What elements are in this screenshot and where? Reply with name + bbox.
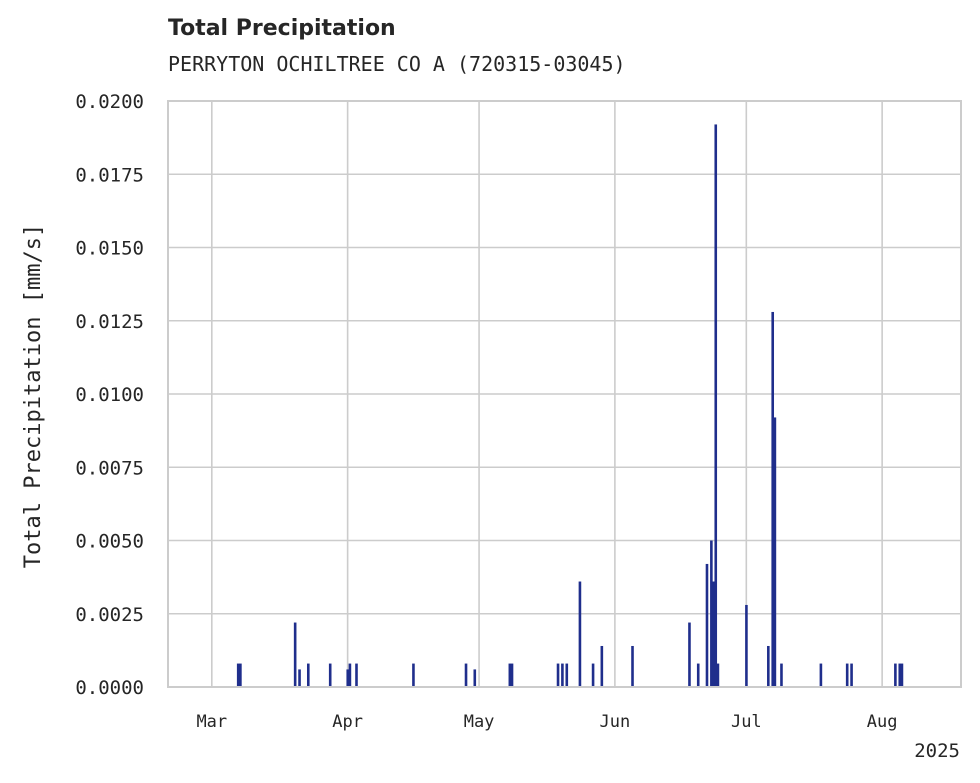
- precipitation-bar: [696, 663, 700, 687]
- y-tick-label: 0.0150: [75, 238, 144, 260]
- plot-frame: [167, 100, 962, 688]
- precipitation-bar: [771, 311, 775, 687]
- precipitation-bar: [819, 663, 823, 687]
- y-tick-label: 0.0125: [75, 311, 144, 333]
- y-tick-label: 0.0175: [75, 164, 144, 186]
- precipitation-bar: [293, 622, 297, 687]
- precipitation-bar: [898, 663, 902, 687]
- precipitation-bar: [508, 663, 512, 687]
- x-tick-label: Aug: [867, 712, 898, 732]
- precipitation-bar: [412, 663, 415, 687]
- y-tick-label: 0.0100: [75, 384, 144, 406]
- precipitation-bar: [306, 663, 310, 687]
- precipitation-bar: [561, 663, 564, 687]
- precipitation-bar: [510, 663, 514, 687]
- x-tick-label: Apr: [332, 712, 363, 732]
- precipitation-bar: [565, 663, 569, 687]
- precipitation-bar: [845, 663, 849, 687]
- precipitation-bar: [894, 663, 897, 687]
- precipitation-bar: [578, 581, 582, 687]
- precipitation-bar: [850, 663, 853, 687]
- bars: [236, 124, 904, 687]
- precipitation-bar: [745, 604, 748, 687]
- chart-title: Total Precipitation: [168, 16, 396, 41]
- precipitation-bar: [473, 669, 477, 687]
- precipitation-bar: [767, 645, 770, 687]
- precipitation-bar: [712, 581, 715, 687]
- y-tick-label: 0.0200: [75, 91, 144, 113]
- precipitation-bar: [780, 663, 783, 687]
- precipitation-bar: [556, 663, 560, 687]
- x-tick-label: Mar: [196, 712, 227, 732]
- precipitation-bar: [464, 663, 468, 687]
- precipitation-bar: [355, 663, 358, 687]
- y-axis: 0.0000 0.0025 0.0050 0.0075 0.0100 0.0125 0.01…: [75, 91, 144, 699]
- x-tick-label: May: [464, 712, 495, 732]
- precipitation-bar: [600, 645, 604, 687]
- chart-subtitle: PERRYTON OCHILTREE CO A (720315-03045): [168, 52, 626, 76]
- precipitation-bar: [346, 669, 350, 687]
- precipitation-bar: [688, 622, 691, 687]
- precipitation-bar: [716, 663, 720, 687]
- precipitation-bar: [705, 563, 709, 687]
- precipitation-bar: [239, 663, 242, 687]
- y-tick-label: 0.0050: [75, 531, 144, 553]
- precipitation-bar: [328, 663, 332, 687]
- precipitation-bar: [631, 645, 634, 687]
- y-tick-label: 0.0000: [75, 677, 144, 699]
- precipitation-bar: [710, 540, 713, 687]
- grid: [168, 100, 961, 688]
- precipitation-bar: [236, 663, 240, 687]
- precipitation-bar: [591, 663, 595, 687]
- x-axis: Mar Apr May Jun Jul Aug: [196, 712, 897, 732]
- precipitation-bar: [900, 663, 904, 687]
- x-axis-year-label: 2025: [914, 740, 960, 762]
- x-tick-label: Jul: [731, 712, 762, 732]
- x-tick-label: Jun: [600, 712, 631, 732]
- y-axis-label: Total Precipitation [mm/s]: [21, 224, 46, 568]
- precipitation-bar: [348, 663, 352, 687]
- precipitation-bar: [298, 669, 301, 687]
- y-tick-label: 0.0025: [75, 604, 144, 626]
- precipitation-bar: [773, 417, 777, 687]
- precipitation-bar: [714, 124, 718, 687]
- y-tick-label: 0.0075: [75, 457, 144, 479]
